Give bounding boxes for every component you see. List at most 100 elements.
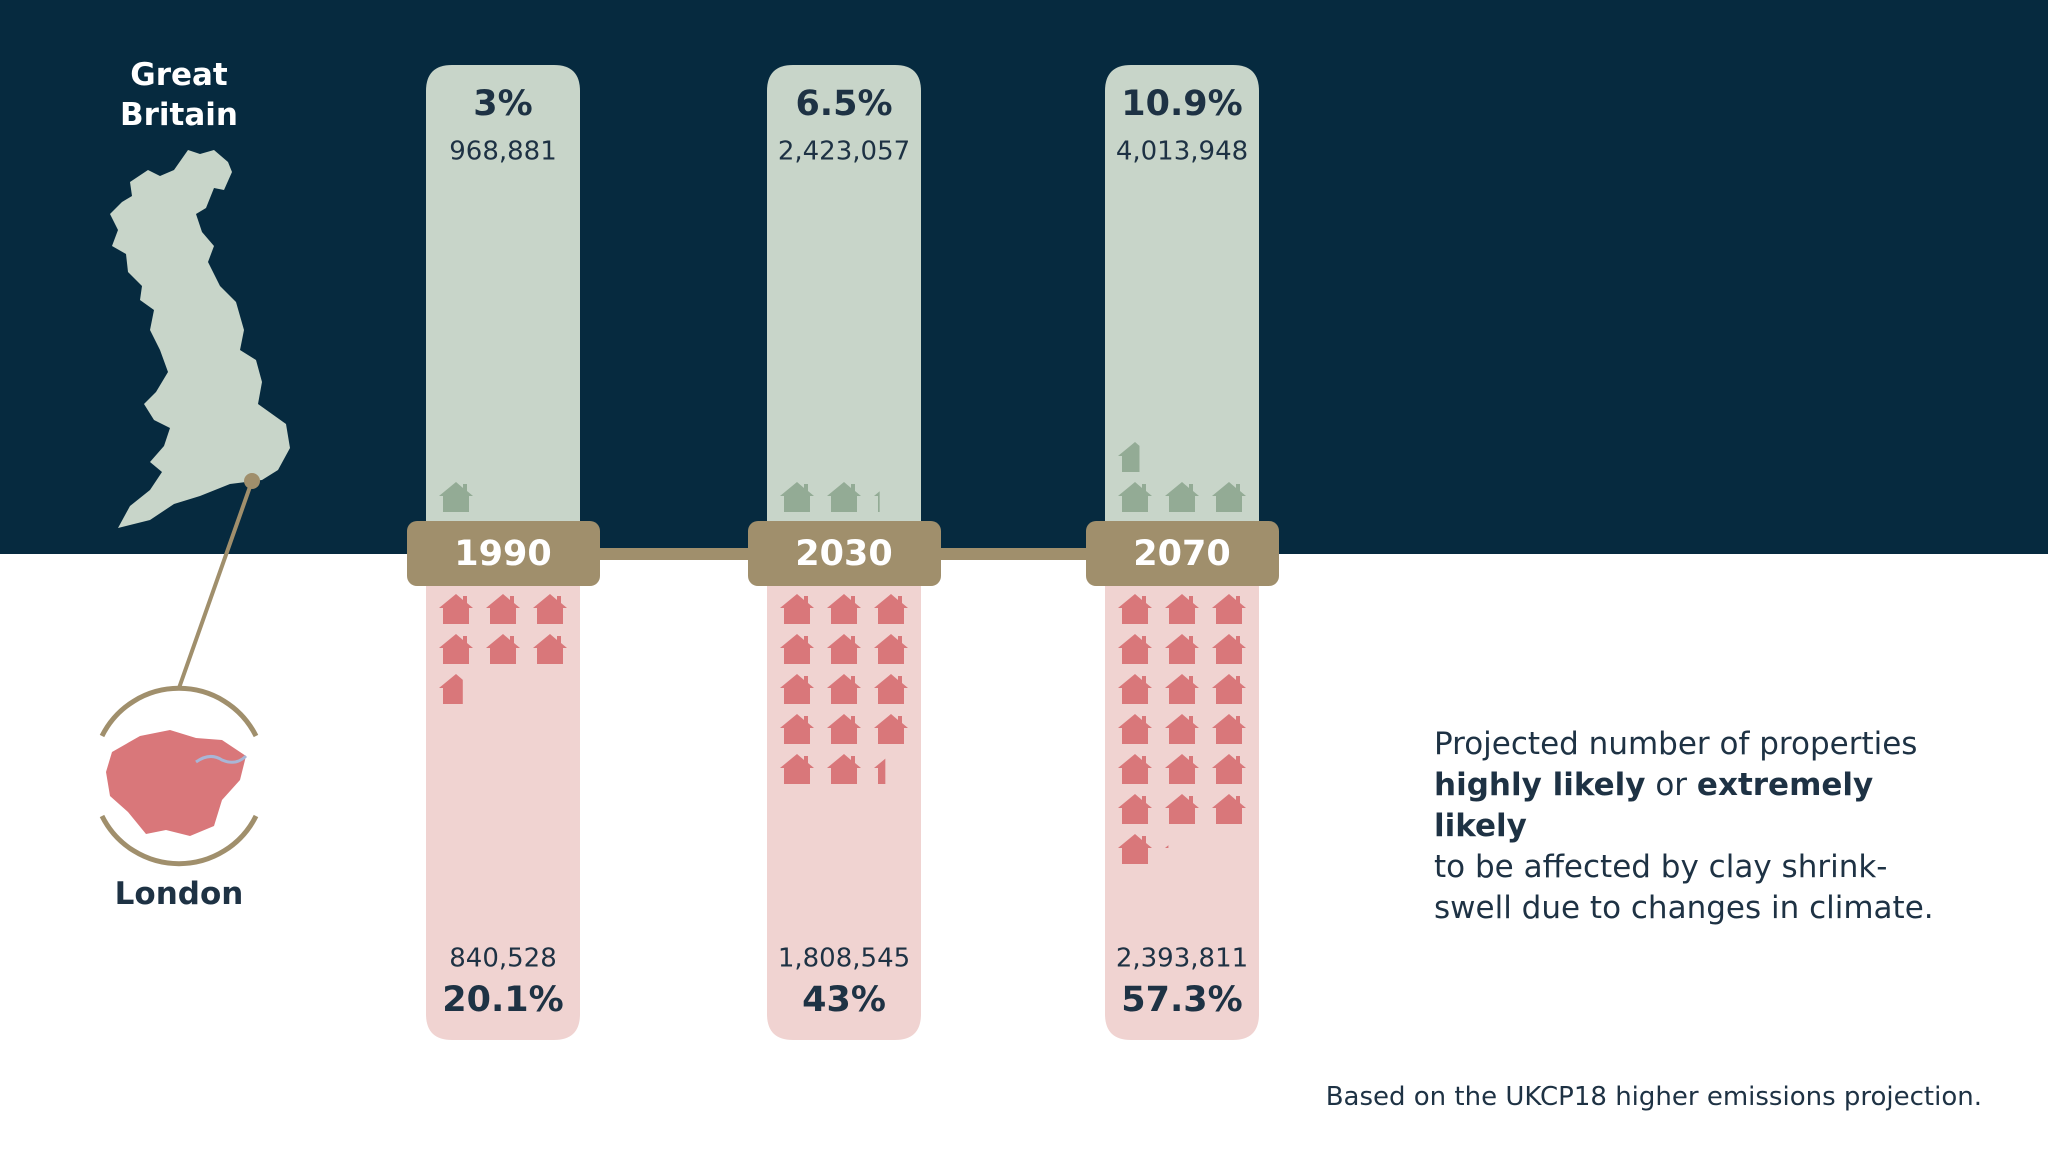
london-count: 840,528 (449, 944, 557, 974)
house-shape (780, 674, 814, 704)
house-icon (1212, 634, 1246, 664)
house-icon (1212, 482, 1246, 512)
house-icon (439, 634, 473, 664)
house-icon (1118, 674, 1152, 704)
house-icon (874, 634, 908, 664)
house-shape (780, 754, 814, 784)
year-badge (1086, 521, 1279, 586)
year-badge (407, 521, 600, 586)
house-shape (1165, 594, 1199, 624)
house-shape (1165, 674, 1199, 704)
house-shape (874, 758, 886, 784)
house-icon (874, 758, 886, 784)
desc-tail: to be affected by clay shrink-swell due … (1434, 849, 1934, 926)
house-shape (1212, 674, 1246, 704)
house-icon (1165, 754, 1199, 784)
house-icon (1212, 754, 1246, 784)
house-icon (874, 491, 880, 512)
house-shape (1165, 634, 1199, 664)
thames (195, 754, 248, 764)
house-shape (1212, 482, 1246, 512)
house-shape (780, 482, 814, 512)
house-shape (1118, 834, 1152, 864)
gb-map (110, 150, 290, 528)
house-shape (1118, 674, 1152, 704)
gb-percent: 3% (473, 84, 532, 124)
house-icon (439, 594, 473, 624)
gb-count: 2,423,057 (778, 137, 910, 167)
house-shape (874, 491, 880, 512)
house-shape (1118, 794, 1152, 824)
london-count: 1,808,545 (778, 944, 910, 974)
house-shape (827, 634, 861, 664)
house-icon (1165, 714, 1199, 744)
gb-label: Great Britain (120, 57, 238, 133)
house-shape (874, 634, 908, 664)
house-shape (486, 594, 520, 624)
house-shape (827, 594, 861, 624)
house-shape (439, 674, 463, 704)
house-shape (1118, 714, 1152, 744)
house-shape (780, 714, 814, 744)
house-shape (1118, 634, 1152, 664)
house-icon (780, 754, 814, 784)
house-icon (1212, 714, 1246, 744)
year-label: 2030 (795, 534, 892, 574)
london-label: London (114, 876, 244, 912)
house-shape (874, 714, 908, 744)
house-shape (1212, 714, 1246, 744)
column-top (426, 65, 580, 554)
house-icon (533, 634, 567, 664)
house-icon (1212, 794, 1246, 824)
house-shape (1118, 442, 1140, 472)
gb-count: 968,881 (449, 137, 557, 167)
london-percent: 43% (802, 980, 886, 1020)
house-shape (1118, 754, 1152, 784)
house-icon (1118, 442, 1140, 472)
column-top (1105, 65, 1259, 554)
gb-percent: 6.5% (795, 84, 892, 124)
connector-line (177, 480, 254, 689)
footnote: Based on the UKCP18 higher emissions pro… (1325, 1082, 1982, 1112)
description: Projected number of properties highly lik… (1434, 724, 1939, 929)
house-shape (1165, 794, 1199, 824)
house-icon (827, 754, 861, 784)
house-shape (439, 594, 473, 624)
year-label: 2070 (1133, 534, 1230, 574)
house-icon (486, 634, 520, 664)
house-shape (1212, 634, 1246, 664)
house-icon (827, 482, 861, 512)
gb-count: 4,013,948 (1116, 137, 1248, 167)
house-shape (827, 714, 861, 744)
column-bottom (767, 554, 921, 1040)
desc-lead: Projected number of properties (1434, 726, 1918, 762)
house-shape (1118, 482, 1152, 512)
dark-band (0, 0, 2048, 554)
house-icon (874, 674, 908, 704)
house-shape (874, 674, 908, 704)
house-icon (1165, 594, 1199, 624)
house-icon (827, 594, 861, 624)
house-shape (533, 594, 567, 624)
house-shape (1165, 714, 1199, 744)
column-top (767, 65, 921, 554)
house-icon (827, 634, 861, 664)
house-icon (780, 714, 814, 744)
timeline-bar (930, 548, 1130, 560)
london-percent: 20.1% (442, 980, 563, 1020)
house-icon (1165, 794, 1199, 824)
house-icon (780, 594, 814, 624)
house-shape (1212, 754, 1246, 784)
house-icon (486, 594, 520, 624)
house-icon (1165, 482, 1199, 512)
house-icon (533, 594, 567, 624)
desc-emphasis: highly likely (1434, 767, 1646, 803)
house-icon (874, 714, 908, 744)
house-icon (874, 594, 908, 624)
house-icon (780, 674, 814, 704)
ring-bottom (99, 814, 259, 867)
house-icon (1118, 594, 1152, 624)
house-icon (1165, 674, 1199, 704)
ring-top (99, 685, 259, 738)
